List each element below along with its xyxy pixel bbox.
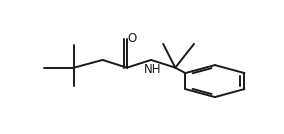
Text: O: O (128, 32, 137, 45)
Text: NH: NH (143, 63, 161, 76)
